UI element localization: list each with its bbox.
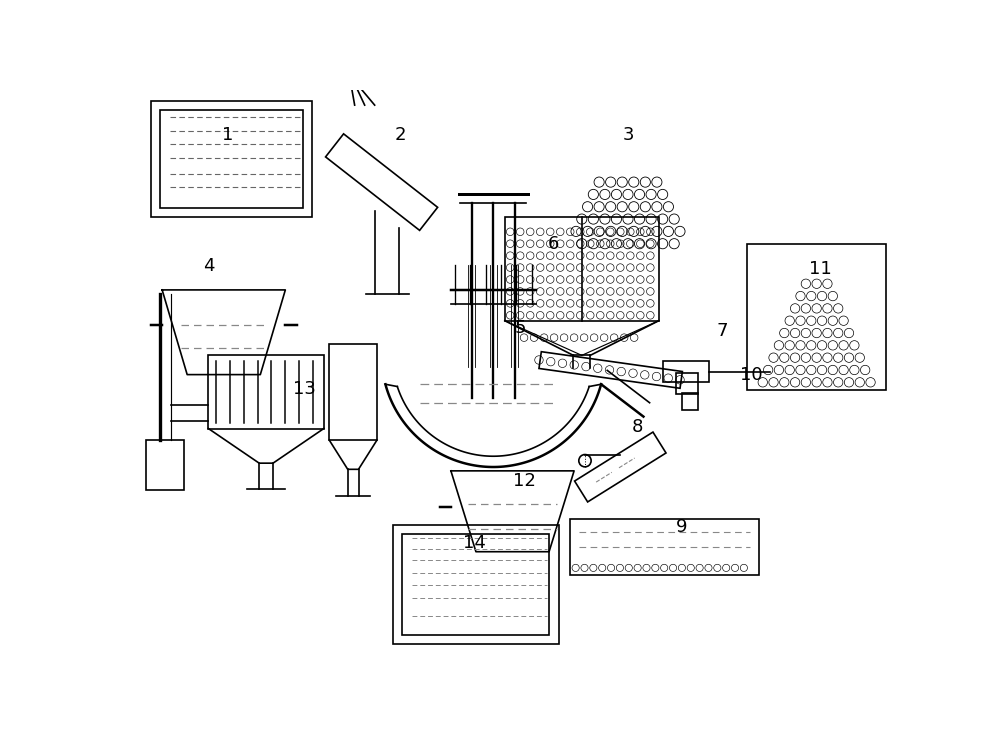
Bar bbox=[151, 101, 312, 216]
Text: 9: 9 bbox=[676, 518, 688, 536]
Bar bbox=[208, 355, 324, 428]
Text: 11: 11 bbox=[809, 260, 832, 278]
Text: 7: 7 bbox=[717, 322, 728, 340]
Text: 12: 12 bbox=[513, 472, 535, 490]
Bar bbox=[747, 244, 886, 390]
Text: 10: 10 bbox=[740, 366, 762, 384]
Text: 4: 4 bbox=[203, 256, 214, 274]
Bar bbox=[160, 111, 303, 207]
Bar bbox=[663, 360, 709, 382]
Bar bbox=[682, 393, 698, 410]
Bar bbox=[402, 534, 549, 635]
Text: 5: 5 bbox=[514, 320, 526, 337]
Bar bbox=[570, 520, 759, 575]
Bar bbox=[146, 440, 184, 490]
Text: 3: 3 bbox=[622, 126, 634, 143]
Bar bbox=[505, 216, 659, 320]
Bar bbox=[329, 344, 377, 440]
Text: 8: 8 bbox=[632, 418, 643, 437]
Text: 6: 6 bbox=[547, 234, 559, 253]
Bar bbox=[393, 525, 559, 644]
Text: 14: 14 bbox=[463, 534, 485, 552]
Text: 2: 2 bbox=[395, 126, 407, 143]
Bar bbox=[676, 373, 698, 394]
Text: 1: 1 bbox=[222, 126, 233, 143]
Text: 13: 13 bbox=[293, 380, 316, 397]
